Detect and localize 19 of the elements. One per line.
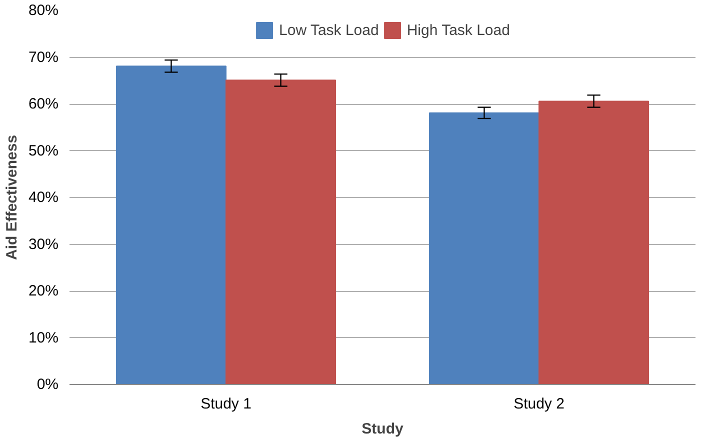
bar — [226, 80, 336, 384]
y-axis-title: Aid Effectiveness — [3, 134, 20, 260]
bar — [538, 100, 650, 384]
x-tick-label: Study 1 — [200, 396, 252, 412]
y-tick-label: 0% — [36, 376, 59, 393]
y-tick-label: 80% — [28, 2, 59, 19]
y-tick-label: 10% — [28, 329, 59, 346]
x-tick-label: Study 2 — [514, 396, 564, 412]
y-tick-label: 50% — [28, 142, 59, 160]
y-tick-label: 60% — [28, 96, 59, 112]
bar — [116, 66, 226, 384]
bar — [428, 112, 540, 384]
legend-label: High Task Load — [406, 22, 510, 38]
y-tick-label: 20% — [28, 282, 59, 300]
y-tick-label: 40% — [28, 189, 59, 206]
legend-label: Low Task Load — [279, 22, 379, 38]
y-tick-label: 70% — [28, 48, 59, 66]
y-tick-label: 30% — [28, 236, 59, 253]
x-axis-title: Study — [362, 420, 404, 438]
